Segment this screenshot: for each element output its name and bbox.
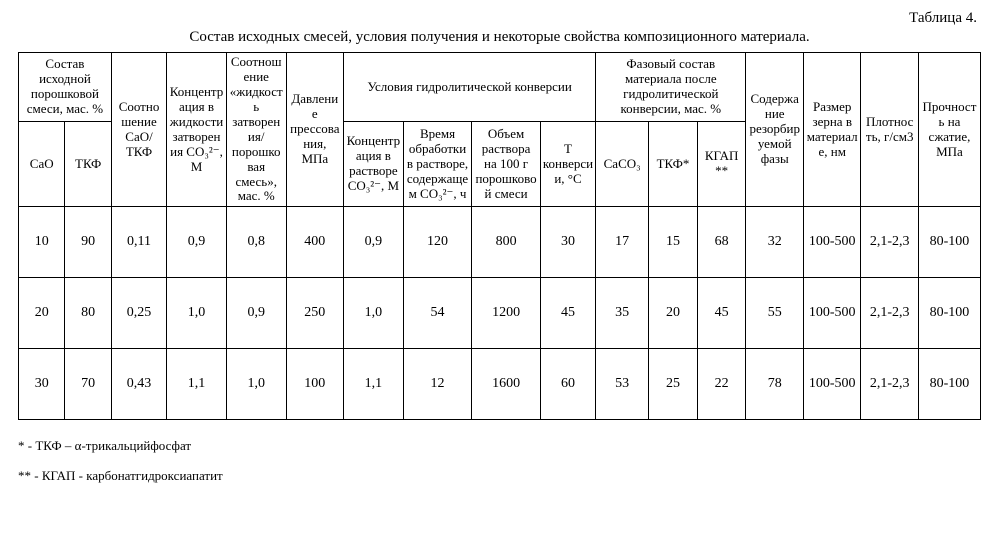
cell-t_conv: 60 — [540, 349, 595, 420]
table-row: 20800,251,00,92501,05412004535204555100-… — [19, 278, 981, 349]
cell-ratio: 0,43 — [111, 349, 166, 420]
cell-time: 54 — [403, 278, 472, 349]
cell-conc_solution: 1,0 — [344, 278, 404, 349]
hdr-phase: Фазовый состав материала после гидролити… — [596, 53, 746, 122]
cell-conc_liquid: 1,0 — [167, 278, 227, 349]
cell-caco3: 17 — [596, 207, 649, 278]
cell-strength: 80-100 — [918, 349, 980, 420]
hdr-volume: Объем раствора на 100 г порошковой смеси — [472, 122, 541, 207]
cell-kgap: 22 — [697, 349, 746, 420]
footnote-2: ** - КГАП - карбонатгидроксиапатит — [18, 468, 981, 484]
hdr-conc-solution: Концентрация в растворе CO₃²⁻, М — [344, 122, 404, 207]
cell-caco3: 35 — [596, 278, 649, 349]
hdr-t-conv: Т конверсии, °C — [540, 122, 595, 207]
cell-conc_solution: 0,9 — [344, 207, 404, 278]
cell-conc_liquid: 1,1 — [167, 349, 227, 420]
cell-caco3: 53 — [596, 349, 649, 420]
cell-ratio: 0,11 — [111, 207, 166, 278]
hdr-tkf-star: ТКФ* — [649, 122, 698, 207]
hdr-ratio: Соотношение CaO/ТКФ — [111, 53, 166, 207]
cell-liquid_powder: 0,8 — [226, 207, 286, 278]
cell-grain: 100-500 — [803, 349, 860, 420]
hdr-density: Плотность, г/см3 — [861, 53, 918, 207]
cell-volume: 1200 — [472, 278, 541, 349]
cell-ratio: 0,25 — [111, 278, 166, 349]
cell-resorb: 55 — [746, 278, 803, 349]
data-table: Состав исходной порошковой смеси, мас. %… — [18, 52, 981, 420]
cell-conc_solution: 1,1 — [344, 349, 404, 420]
cell-cao: 10 — [19, 207, 65, 278]
hdr-caco3: CaCO₃ — [596, 122, 649, 207]
hdr-pressure: Давление прессования, МПа — [286, 53, 343, 207]
cell-pressure: 400 — [286, 207, 343, 278]
footnote-1: * - ТКФ – α-трикальцийфосфат — [18, 438, 981, 454]
hdr-conditions: Условия гидролитической конверсии — [344, 53, 596, 122]
cell-pressure: 100 — [286, 349, 343, 420]
cell-strength: 80-100 — [918, 207, 980, 278]
cell-resorb: 32 — [746, 207, 803, 278]
cell-liquid_powder: 0,9 — [226, 278, 286, 349]
cell-grain: 100-500 — [803, 278, 860, 349]
cell-time: 120 — [403, 207, 472, 278]
cell-cao: 30 — [19, 349, 65, 420]
table-row: 10900,110,90,84000,91208003017156832100-… — [19, 207, 981, 278]
footnotes: * - ТКФ – α-трикальцийфосфат ** - КГАП -… — [18, 438, 981, 484]
table-body: 10900,110,90,84000,91208003017156832100-… — [19, 207, 981, 420]
cell-volume: 800 — [472, 207, 541, 278]
cell-tkf: 80 — [65, 278, 111, 349]
hdr-strength: Прочность на сжатие, МПа — [918, 53, 980, 207]
cell-liquid_powder: 1,0 — [226, 349, 286, 420]
cell-kgap: 45 — [697, 278, 746, 349]
hdr-conc-liquid: Концентрация в жидкости затворения CO₃²⁻… — [167, 53, 227, 207]
table-row: 30700,431,11,01001,11216006053252278100-… — [19, 349, 981, 420]
cell-time: 12 — [403, 349, 472, 420]
cell-resorb: 78 — [746, 349, 803, 420]
cell-tkf_star: 15 — [649, 207, 698, 278]
cell-density: 2,1-2,3 — [861, 349, 918, 420]
cell-tkf: 70 — [65, 349, 111, 420]
cell-t_conv: 45 — [540, 278, 595, 349]
table-caption: Состав исходных смесей, условия получени… — [18, 29, 981, 46]
hdr-resorb: Содержание резорбируемой фазы — [746, 53, 803, 207]
cell-tkf_star: 20 — [649, 278, 698, 349]
table-head: Состав исходной порошковой смеси, мас. %… — [19, 53, 981, 207]
table-label: Таблица 4. — [18, 10, 977, 27]
cell-volume: 1600 — [472, 349, 541, 420]
hdr-grain: Размер зерна в материале, нм — [803, 53, 860, 207]
cell-strength: 80-100 — [918, 278, 980, 349]
cell-pressure: 250 — [286, 278, 343, 349]
cell-conc_liquid: 0,9 — [167, 207, 227, 278]
hdr-cao: CaO — [19, 122, 65, 207]
cell-density: 2,1-2,3 — [861, 278, 918, 349]
hdr-kgap: КГАП ** — [697, 122, 746, 207]
hdr-liquid-powder: Соотношение «жидкость затворения/порошко… — [226, 53, 286, 207]
cell-t_conv: 30 — [540, 207, 595, 278]
hdr-composition: Состав исходной порошковой смеси, мас. % — [19, 53, 112, 122]
hdr-tkf: ТКФ — [65, 122, 111, 207]
cell-kgap: 68 — [697, 207, 746, 278]
header-row-1: Состав исходной порошковой смеси, мас. %… — [19, 53, 981, 122]
hdr-time: Время обработки в растворе, содержащем C… — [403, 122, 472, 207]
page: Таблица 4. Состав исходных смесей, услов… — [0, 0, 999, 508]
cell-cao: 20 — [19, 278, 65, 349]
cell-tkf_star: 25 — [649, 349, 698, 420]
cell-density: 2,1-2,3 — [861, 207, 918, 278]
cell-grain: 100-500 — [803, 207, 860, 278]
cell-tkf: 90 — [65, 207, 111, 278]
